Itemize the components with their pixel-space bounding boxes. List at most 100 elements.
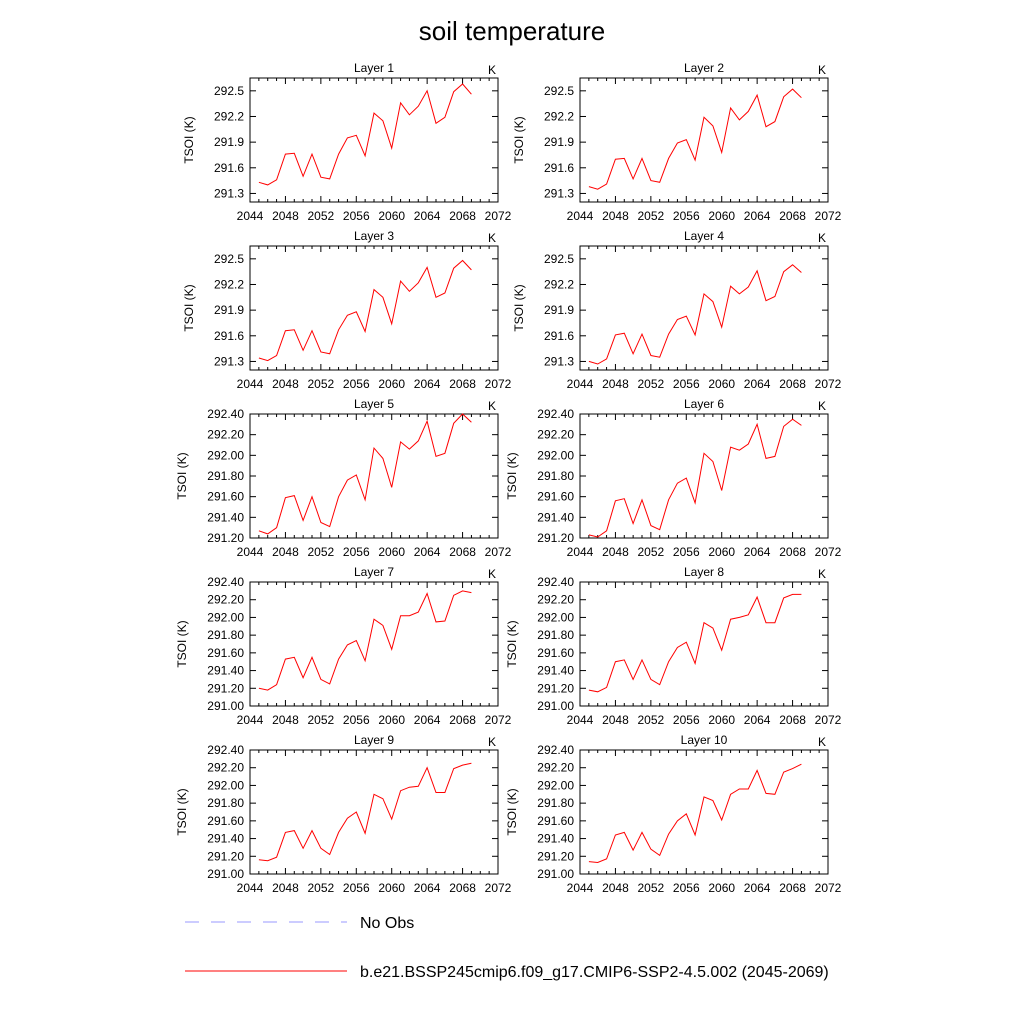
series-line [588,593,802,693]
x-tick-label: 2048 [602,713,629,727]
legend-label-model: b.e21.BSSP245cmip6.f09_g17.CMIP6-SSP2-4.… [360,964,829,981]
y-tick-label: 291.60 [207,814,244,828]
y-tick-label: 291.3 [214,354,244,368]
x-tick-label: 2044 [237,713,264,727]
y-tick-label: 291.80 [207,469,244,483]
y-tick-label: 291.60 [207,646,244,660]
x-tick-label: 2048 [272,545,299,559]
y-tick-label: 291.3 [544,354,574,368]
y-tick-label: 292.5 [214,252,244,266]
x-tick-label: 2044 [567,545,594,559]
plot-frame [579,581,829,707]
y-tick-label: 292.2 [544,277,574,291]
x-tick-label: 2068 [779,545,806,559]
y-tick-label: 291.40 [537,510,574,524]
plot-frame [249,749,499,875]
panel-title: Layer 4 [684,229,724,243]
x-tick-label: 2064 [744,377,771,391]
panel-title: Layer 6 [684,397,724,411]
y-tick-label: 291.40 [537,832,574,846]
x-tick-label: 2052 [308,713,335,727]
x-tick-label: 2060 [708,545,735,559]
y-tick-label: 292.5 [544,252,574,266]
y-tick-label: 292.40 [537,575,574,589]
figure-title: soil temperature [419,16,605,46]
y-tick-label: 292.20 [537,428,574,442]
units-label: K [488,735,496,749]
x-tick-label: 2056 [673,377,700,391]
panel-layer-5: Layer 5 K 2044 2048 2052 2056 2060 2064 2068 2072… [175,397,512,559]
y-tick-label: 291.60 [537,490,574,504]
y-axis-label: TSOI (K) [505,452,519,499]
x-tick-label: 2044 [567,209,594,223]
y-tick-label: 292.40 [207,407,244,421]
x-tick-label: 2060 [378,209,405,223]
y-axis-label: TSOI (K) [512,116,526,163]
y-tick-label: 291.80 [537,469,574,483]
panel-title: Layer 1 [354,61,394,75]
y-tick-label: 291.9 [214,135,244,149]
y-tick-label: 292.2 [214,277,244,291]
y-tick-label: 291.9 [214,303,244,317]
x-tick-label: 2048 [602,377,629,391]
units-label: K [818,735,826,749]
panel-title: Layer 7 [354,565,394,579]
y-tick-label: 291.60 [537,646,574,660]
x-tick-label: 2060 [708,881,735,895]
y-tick-label: 292.00 [537,448,574,462]
x-tick-label: 2056 [343,377,370,391]
y-tick-label: 292.00 [537,610,574,624]
panel-layer-1: Layer 1 K 2044 2048 2052 2056 2060 2064 2068 2072… [182,61,512,223]
x-tick-label: 2052 [638,377,665,391]
plot-frame [579,245,829,371]
y-tick-label: 291.20 [537,681,574,695]
x-tick-label: 2072 [485,377,512,391]
x-tick-label: 2064 [744,545,771,559]
series-line [588,418,802,538]
y-tick-label: 291.80 [537,628,574,642]
x-tick-label: 2048 [602,209,629,223]
panel-layer-3: Layer 3 K 2044 2048 2052 2056 2060 2064 2068 2072… [182,229,512,391]
y-tick-label: 292.40 [537,407,574,421]
x-tick-label: 2064 [414,209,441,223]
y-tick-label: 291.80 [207,796,244,810]
x-tick-label: 2048 [602,545,629,559]
panel-title: Layer 9 [354,733,394,747]
x-tick-label: 2056 [673,209,700,223]
x-tick-label: 2068 [449,209,476,223]
y-tick-label: 291.20 [207,681,244,695]
x-tick-label: 2068 [449,377,476,391]
x-tick-label: 2064 [744,881,771,895]
x-tick-label: 2044 [237,209,264,223]
x-tick-label: 2064 [744,209,771,223]
series-line [588,88,802,190]
plot-frame [249,581,499,707]
x-tick-label: 2064 [414,545,441,559]
x-tick-label: 2068 [449,545,476,559]
x-tick-label: 2060 [378,713,405,727]
x-tick-label: 2068 [779,713,806,727]
x-tick-label: 2068 [779,881,806,895]
x-tick-label: 2048 [272,713,299,727]
panel-layer-2: Layer 2 K 2044 2048 2052 2056 2060 2064 2068 2072… [512,61,842,223]
x-tick-label: 2044 [237,545,264,559]
y-tick-label: 291.00 [537,699,574,713]
x-tick-label: 2072 [485,545,512,559]
x-tick-label: 2072 [815,377,842,391]
plot-frame [249,245,499,371]
plot-frame [249,77,499,203]
x-tick-label: 2052 [638,881,665,895]
y-tick-label: 291.20 [207,531,244,545]
panel-grid: Layer 1 K 2044 2048 2052 2056 2060 2064 2068 2072… [175,61,842,895]
x-tick-label: 2044 [567,377,594,391]
y-axis-label: TSOI (K) [505,620,519,667]
y-tick-label: 291.6 [214,329,244,343]
x-tick-label: 2060 [708,209,735,223]
x-tick-label: 2068 [449,881,476,895]
series-line [258,590,472,691]
x-tick-label: 2052 [638,545,665,559]
y-tick-label: 291.80 [537,796,574,810]
y-tick-label: 291.80 [207,628,244,642]
y-tick-label: 291.40 [207,510,244,524]
